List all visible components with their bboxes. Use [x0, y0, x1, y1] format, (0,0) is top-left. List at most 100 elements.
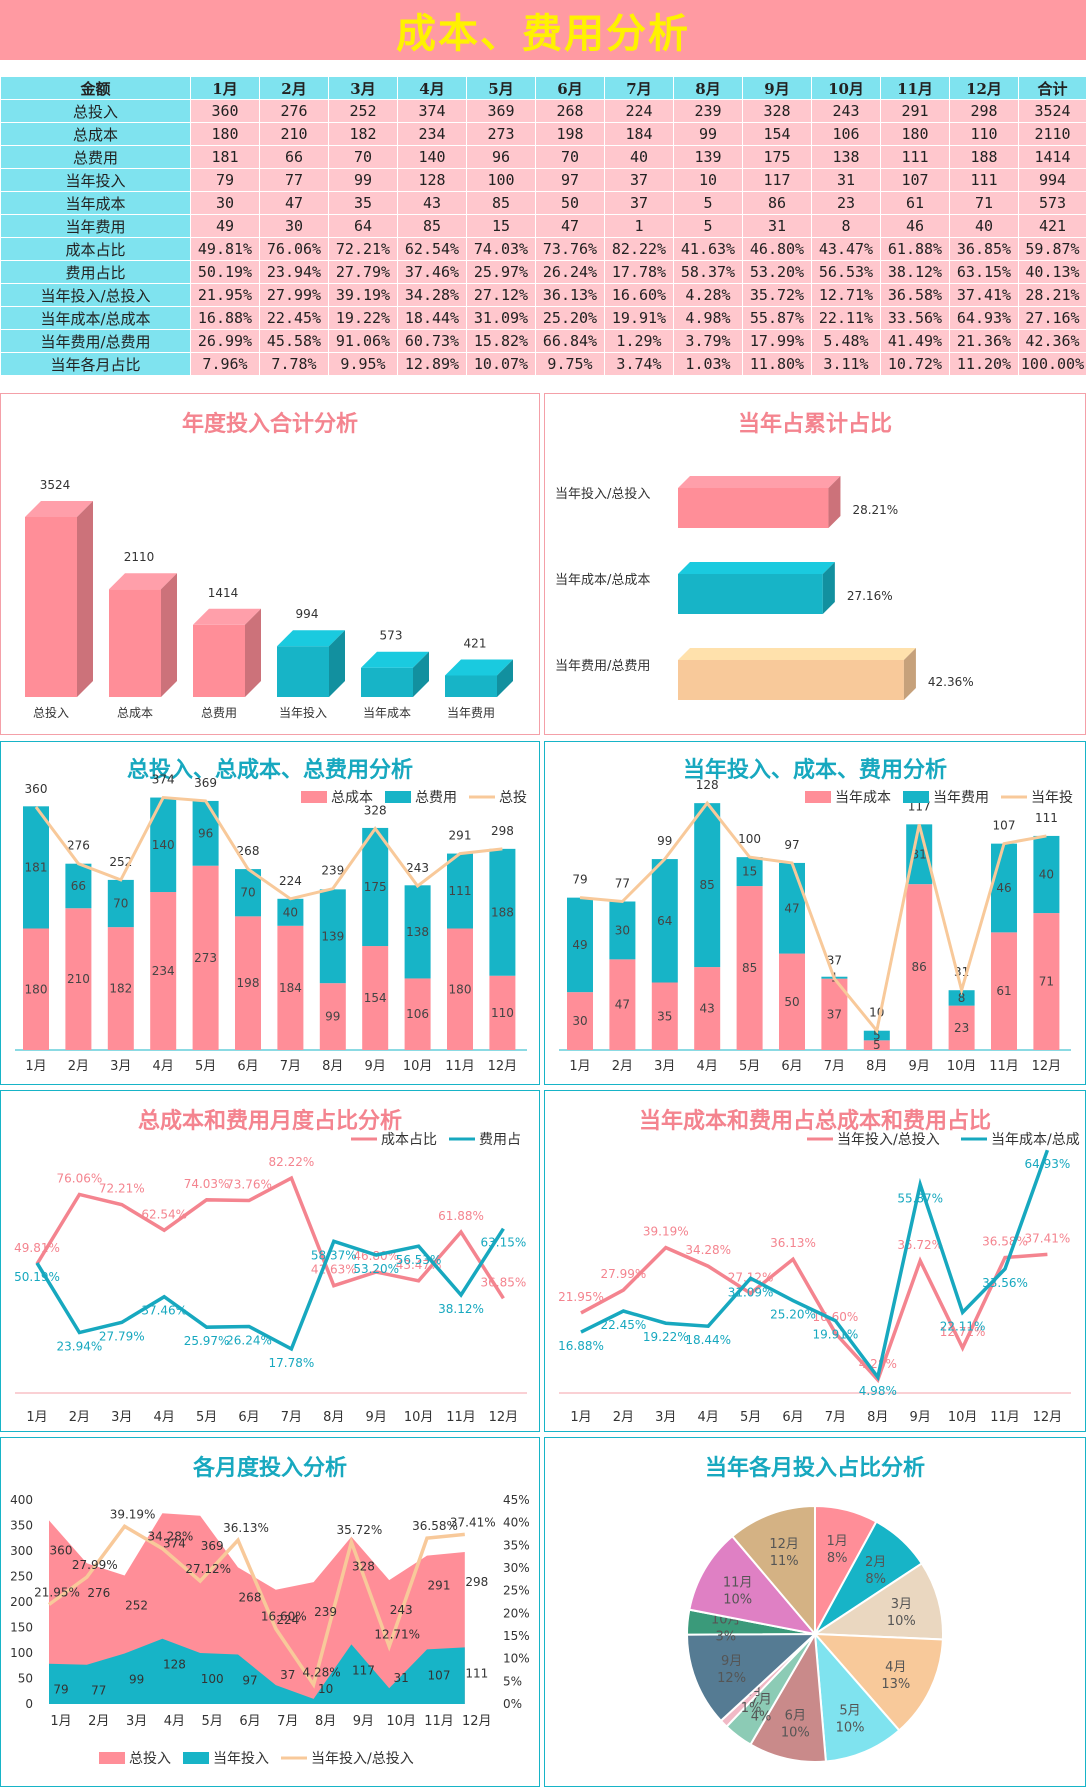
- table-cell: 11.20%: [949, 352, 1019, 376]
- header-cell: 9月: [742, 76, 812, 100]
- table-cell: 79: [190, 168, 260, 192]
- bar-segment: [447, 928, 473, 1050]
- data-label: 243: [390, 1603, 413, 1617]
- table-cell: 85: [466, 191, 536, 215]
- table-cell: 369: [466, 99, 536, 123]
- bar-segment: [107, 927, 134, 1050]
- table-cell: 9.75%: [535, 352, 605, 376]
- bar: [678, 660, 904, 700]
- table-cell: 77: [259, 168, 329, 192]
- category-label: 11月: [989, 1059, 1019, 1074]
- table-cell: 27.99%: [259, 283, 329, 307]
- category-label: 6月: [238, 1410, 259, 1425]
- data-label: 79: [53, 1683, 68, 1697]
- data-label: 12.71%: [940, 1325, 986, 1339]
- table-cell: 17.99%: [742, 329, 812, 353]
- table-cell: 74.03%: [466, 237, 536, 261]
- table-cell: 66.84%: [535, 329, 605, 353]
- data-label: 96: [198, 826, 213, 840]
- category-label: 2月: [69, 1410, 90, 1425]
- data-label: 224: [276, 1613, 299, 1627]
- data-label: 77: [91, 1684, 106, 1698]
- category-label: 当年成本/总成本: [555, 573, 650, 588]
- table-cell: 198: [535, 122, 605, 146]
- category-label: 当年投入: [279, 705, 327, 720]
- table-cell: 28.21%: [1018, 283, 1086, 307]
- data-label: 34.28%: [148, 1530, 194, 1544]
- data-label: 12.71%: [374, 1627, 420, 1641]
- data-label: 360: [50, 1543, 73, 1557]
- table-cell: 70: [535, 145, 605, 169]
- bar-top: [361, 651, 429, 668]
- slice-value: 11%: [770, 1554, 799, 1569]
- table-cell: 72.21%: [328, 237, 398, 261]
- data-label: 17.78%: [269, 1356, 315, 1370]
- row-label: 当年各月占比: [0, 352, 191, 376]
- y2-tick-label: 40%: [503, 1516, 530, 1530]
- bar-segment: [651, 859, 678, 983]
- table-row: 总费用 181 66 70 140 96 70 40 139 175 138 111 188 1414: [0, 145, 1086, 169]
- data-label: 22.45%: [601, 1318, 647, 1332]
- data-label: 26.24%: [226, 1333, 272, 1347]
- table-cell: 41.49%: [880, 329, 950, 353]
- data-label: 36.85%: [481, 1275, 527, 1289]
- data-label: 360: [25, 782, 48, 796]
- data-label: 224: [279, 874, 302, 888]
- monthly-ratio-chart: 49.81% 76.06%72.21% 62.54% 74.03%73.76% 82.2…: [14, 1132, 527, 1425]
- category-label: 2月: [68, 1059, 89, 1074]
- data-label: 298: [491, 824, 514, 838]
- slice-value: 4%: [751, 1710, 772, 1725]
- data-label: 154: [364, 991, 387, 1005]
- data-label: 39.19%: [110, 1507, 156, 1521]
- table-cell: 273: [466, 122, 536, 146]
- series-line: [35, 1227, 505, 1352]
- table-row: 当年投入/总投入 21.95% 27.99% 39.19% 34.28% 27.12% 36…: [0, 283, 1086, 307]
- table-cell: 12.71%: [811, 283, 881, 307]
- category-label: 1月: [50, 1714, 71, 1729]
- table-row: 费用占比 50.19% 23.94% 27.79% 37.46% 25.97% 26.24%…: [0, 260, 1086, 284]
- monthly-investment-chart: 0 50 100 150 200 250 300 350 400 0% 5% 10% 15% 20% 25%…: [10, 1493, 530, 1767]
- category-label: 8月: [323, 1410, 344, 1425]
- category-label: 10月: [386, 1714, 416, 1729]
- slice-label: 9月: [721, 1654, 742, 1669]
- bar-segment: [192, 800, 219, 866]
- data-label: 36.13%: [223, 1521, 269, 1535]
- category-label: 7月: [277, 1714, 298, 1729]
- category-label: 总费用: [201, 706, 237, 720]
- data-label: 100: [738, 832, 761, 846]
- category-label: 1月: [26, 1410, 47, 1425]
- table-cell: 82.22%: [604, 237, 674, 261]
- data-label: 328: [352, 1560, 375, 1574]
- data-label: 273: [194, 951, 217, 965]
- data-label: 107: [993, 819, 1016, 833]
- table-cell: 33.56%: [880, 306, 950, 330]
- data-label: 4.28%: [303, 1666, 341, 1680]
- table-cell: 43.47%: [811, 237, 881, 261]
- bar-side: [822, 562, 835, 614]
- data-label: 31.09%: [728, 1285, 774, 1299]
- category-label: 2月: [613, 1410, 634, 1425]
- data-label: 70: [113, 897, 128, 911]
- data-label: 74.03%: [184, 1177, 230, 1191]
- category-label: 9月: [909, 1059, 930, 1074]
- header-cell: 10月: [811, 76, 881, 100]
- bar-top: [678, 476, 841, 488]
- slice-value: 10%: [781, 1725, 810, 1740]
- table-cell: 53.20%: [742, 260, 812, 284]
- table-cell: 40.13%: [1018, 260, 1086, 284]
- table-cell: 3.11%: [811, 352, 881, 376]
- chart-title: 当年投入、成本、费用分析: [682, 758, 947, 783]
- table-cell: 11.80%: [742, 352, 812, 376]
- bar-segment: [23, 928, 49, 1050]
- table-cell: 573: [1018, 191, 1086, 215]
- data-label: 99: [129, 1673, 144, 1687]
- table-cell: 19.22%: [328, 306, 398, 330]
- table-row: 当年投入 79 77 99 128 100 97 37 10 117 31 107 111 994: [0, 168, 1086, 192]
- slice-label: 12月: [769, 1537, 799, 1552]
- data-label: 79: [572, 873, 587, 887]
- table-cell: 22.45%: [259, 306, 329, 330]
- table-cell: 64.93%: [949, 306, 1019, 330]
- data-label: 47: [615, 998, 630, 1012]
- bar-segment: [863, 1030, 890, 1041]
- data-label: 41.63%: [311, 1263, 357, 1277]
